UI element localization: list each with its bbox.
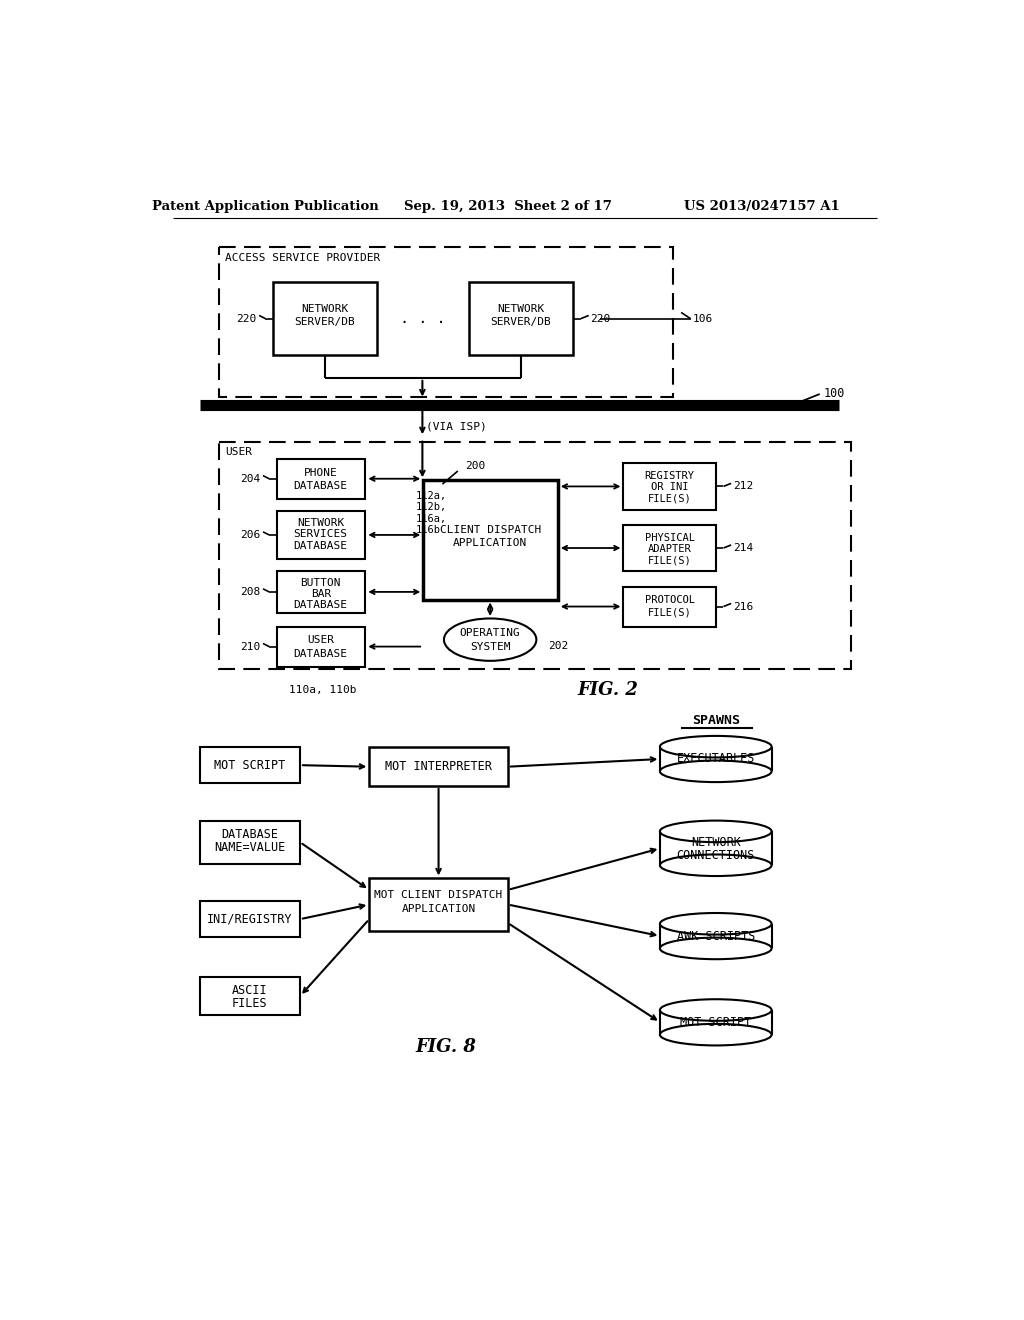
Text: 204: 204 bbox=[240, 474, 260, 483]
Text: APPLICATION: APPLICATION bbox=[453, 539, 527, 548]
Bar bbox=[659, 1010, 772, 1035]
Text: AWK SCRIPTS: AWK SCRIPTS bbox=[677, 929, 755, 942]
Bar bbox=[624, 586, 716, 627]
Text: PHYSICAL: PHYSICAL bbox=[644, 533, 694, 543]
Text: 214: 214 bbox=[733, 543, 753, 553]
Text: 110a, 110b: 110a, 110b bbox=[290, 685, 356, 696]
Text: 212: 212 bbox=[733, 482, 753, 491]
Text: PHONE: PHONE bbox=[304, 467, 338, 478]
Text: SERVER/DB: SERVER/DB bbox=[294, 317, 355, 326]
Text: 202: 202 bbox=[548, 640, 568, 651]
Text: DATABASE: DATABASE bbox=[294, 601, 348, 610]
Text: 112b,: 112b, bbox=[416, 502, 446, 512]
Text: REGISTRY: REGISTRY bbox=[644, 471, 694, 482]
Text: FILE(S): FILE(S) bbox=[648, 556, 691, 565]
Text: ACCESS SERVICE PROVIDER: ACCESS SERVICE PROVIDER bbox=[225, 252, 381, 263]
Text: BAR: BAR bbox=[310, 589, 331, 599]
Ellipse shape bbox=[659, 737, 772, 758]
Text: CONNECTIONS: CONNECTIONS bbox=[677, 849, 755, 862]
Ellipse shape bbox=[444, 619, 537, 661]
Text: US 2013/0247157 A1: US 2013/0247157 A1 bbox=[684, 199, 840, 213]
Bar bbox=[219, 442, 851, 669]
Text: Sep. 19, 2013  Sheet 2 of 17: Sep. 19, 2013 Sheet 2 of 17 bbox=[403, 199, 611, 213]
Text: ASCII: ASCII bbox=[232, 985, 267, 998]
Bar bbox=[659, 924, 772, 948]
Text: NETWORK: NETWORK bbox=[498, 304, 545, 314]
Text: 116a,: 116a, bbox=[416, 513, 446, 524]
Text: 112a,: 112a, bbox=[416, 491, 446, 500]
Text: Patent Application Publication: Patent Application Publication bbox=[152, 199, 379, 213]
Bar bbox=[273, 281, 377, 355]
Text: . . .: . . . bbox=[400, 312, 446, 326]
Text: DATABASE: DATABASE bbox=[294, 480, 348, 491]
Text: ADAPTER: ADAPTER bbox=[648, 544, 691, 554]
Ellipse shape bbox=[659, 937, 772, 960]
Bar bbox=[659, 832, 772, 866]
Text: FILES: FILES bbox=[232, 998, 267, 1010]
Text: EXECUTABLES: EXECUTABLES bbox=[677, 752, 755, 766]
Bar bbox=[276, 572, 366, 614]
Text: SPAWNS: SPAWNS bbox=[692, 714, 739, 727]
Text: SERVICES: SERVICES bbox=[294, 529, 348, 539]
Bar bbox=[200, 977, 300, 1015]
Bar bbox=[624, 463, 716, 510]
Text: SYSTEM: SYSTEM bbox=[470, 642, 510, 652]
Text: 220: 220 bbox=[236, 314, 256, 323]
Ellipse shape bbox=[659, 760, 772, 781]
Bar bbox=[219, 247, 674, 397]
Bar bbox=[659, 747, 772, 771]
Text: 200: 200 bbox=[466, 462, 485, 471]
Ellipse shape bbox=[659, 821, 772, 842]
Text: SERVER/DB: SERVER/DB bbox=[490, 317, 551, 326]
Bar bbox=[276, 627, 366, 667]
Bar bbox=[276, 511, 366, 558]
Text: NETWORK: NETWORK bbox=[297, 517, 344, 528]
Text: BUTTON: BUTTON bbox=[300, 578, 341, 589]
Bar bbox=[200, 747, 300, 783]
Text: OPERATING: OPERATING bbox=[460, 628, 520, 639]
Bar bbox=[200, 821, 300, 863]
Text: 210: 210 bbox=[240, 642, 260, 652]
Text: FIG. 8: FIG. 8 bbox=[416, 1038, 477, 1056]
Ellipse shape bbox=[659, 999, 772, 1020]
Text: OR INI: OR INI bbox=[651, 482, 688, 492]
Text: NAME=VALUE: NAME=VALUE bbox=[214, 841, 286, 854]
Text: MOT SCRIPT: MOT SCRIPT bbox=[214, 759, 286, 772]
Text: 116b: 116b bbox=[416, 525, 440, 536]
Bar bbox=[624, 525, 716, 572]
Text: MOT SCRIPT: MOT SCRIPT bbox=[680, 1016, 752, 1028]
Text: NETWORK: NETWORK bbox=[691, 837, 740, 850]
Text: 220: 220 bbox=[590, 314, 610, 323]
Text: 106: 106 bbox=[692, 314, 713, 323]
Text: 100: 100 bbox=[823, 387, 845, 400]
Text: MOT CLIENT DISPATCH: MOT CLIENT DISPATCH bbox=[375, 890, 503, 900]
Bar bbox=[469, 281, 573, 355]
Text: USER: USER bbox=[307, 635, 334, 645]
Text: DATABASE: DATABASE bbox=[294, 648, 348, 659]
Ellipse shape bbox=[659, 913, 772, 935]
Text: CLIENT DISPATCH: CLIENT DISPATCH bbox=[439, 525, 541, 536]
Text: DATABASE: DATABASE bbox=[294, 541, 348, 550]
Bar bbox=[276, 459, 366, 499]
Text: 208: 208 bbox=[240, 587, 260, 597]
Bar bbox=[370, 747, 508, 785]
Text: MOT INTERPRETER: MOT INTERPRETER bbox=[385, 760, 492, 774]
Text: FILE(S): FILE(S) bbox=[648, 607, 691, 618]
Text: PROTOCOL: PROTOCOL bbox=[644, 595, 694, 606]
Text: FILE(S): FILE(S) bbox=[648, 494, 691, 504]
Text: 216: 216 bbox=[733, 602, 753, 611]
Text: 206: 206 bbox=[240, 529, 260, 540]
Text: DATABASE: DATABASE bbox=[221, 828, 279, 841]
Text: INI/REGISTRY: INI/REGISTRY bbox=[207, 912, 293, 925]
Text: APPLICATION: APPLICATION bbox=[401, 904, 476, 915]
Bar bbox=[200, 902, 300, 937]
Text: (VIA ISP): (VIA ISP) bbox=[426, 421, 487, 432]
Bar bbox=[370, 878, 508, 931]
Ellipse shape bbox=[659, 854, 772, 876]
Bar bbox=[423, 480, 558, 599]
Text: NETWORK: NETWORK bbox=[301, 304, 348, 314]
Ellipse shape bbox=[659, 1024, 772, 1045]
Text: USER: USER bbox=[225, 446, 252, 457]
Text: FIG. 2: FIG. 2 bbox=[578, 681, 638, 700]
